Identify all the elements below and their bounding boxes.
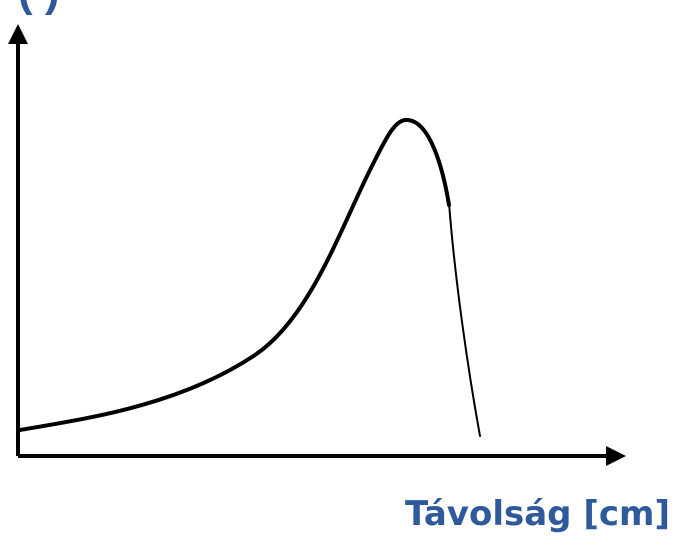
response-curve xyxy=(18,117,451,432)
response-curve-tail xyxy=(448,202,481,437)
y-axis-label-fragment: ( ) xyxy=(18,0,60,14)
x-axis-label: Távolság [cm] xyxy=(405,494,670,534)
